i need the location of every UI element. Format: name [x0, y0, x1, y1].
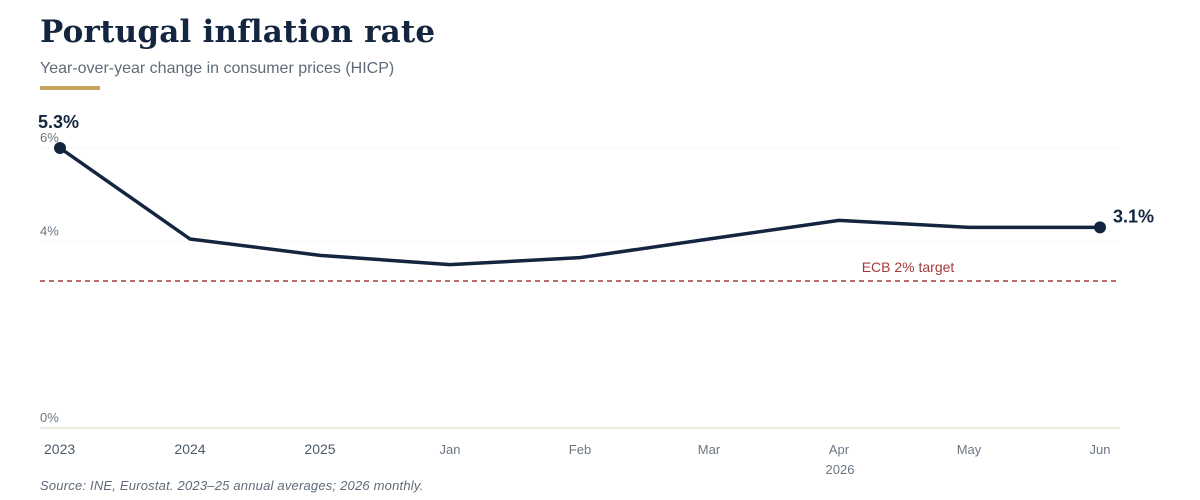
x-period-label: 2026: [826, 462, 855, 477]
y-tick-label: 6%: [40, 130, 59, 145]
grid-lines: [40, 147, 1120, 429]
y-tick-label: 4%: [40, 223, 59, 238]
reference-line-group: ECB 2% target: [40, 259, 1120, 282]
x-tick-label: 2024: [174, 441, 205, 457]
x-tick-label: Jun: [1090, 442, 1111, 457]
end-value-label: 3.1%: [1113, 206, 1154, 226]
x-tick-label: Jan: [440, 442, 461, 457]
y-tick-label: 0%: [40, 410, 59, 425]
start-value-label: 5.3%: [38, 112, 79, 132]
y-axis-ticks: 0% 4% 6%: [40, 130, 59, 425]
chart-subtitle: Year-over-year change in consumer prices…: [40, 60, 395, 77]
x-tick-label: Mar: [698, 442, 721, 457]
x-tick-label: May: [957, 442, 982, 457]
inflation-series-line: [58, 146, 1102, 267]
end-point-marker: [1094, 221, 1106, 234]
x-tick-label: 2025: [304, 441, 335, 457]
series-group: [54, 142, 1106, 267]
start-point-marker: [54, 142, 66, 154]
ecb-target-label: ECB 2% target: [862, 259, 955, 275]
x-tick-label: Feb: [569, 442, 591, 457]
accent-rule: [40, 86, 100, 90]
x-axis-ticks: 2023 2024 2025 Jan Feb Mar Apr May Jun 2026: [44, 441, 1110, 477]
chart-title: Portugal inflation rate: [40, 14, 436, 50]
source-note: Source: INE, Eurostat. 2023–25 annual av…: [40, 478, 424, 493]
x-tick-label: Apr: [829, 442, 850, 457]
end-labels: 5.3% 3.1%: [38, 112, 1154, 226]
x-tick-label: 2023: [44, 441, 75, 457]
